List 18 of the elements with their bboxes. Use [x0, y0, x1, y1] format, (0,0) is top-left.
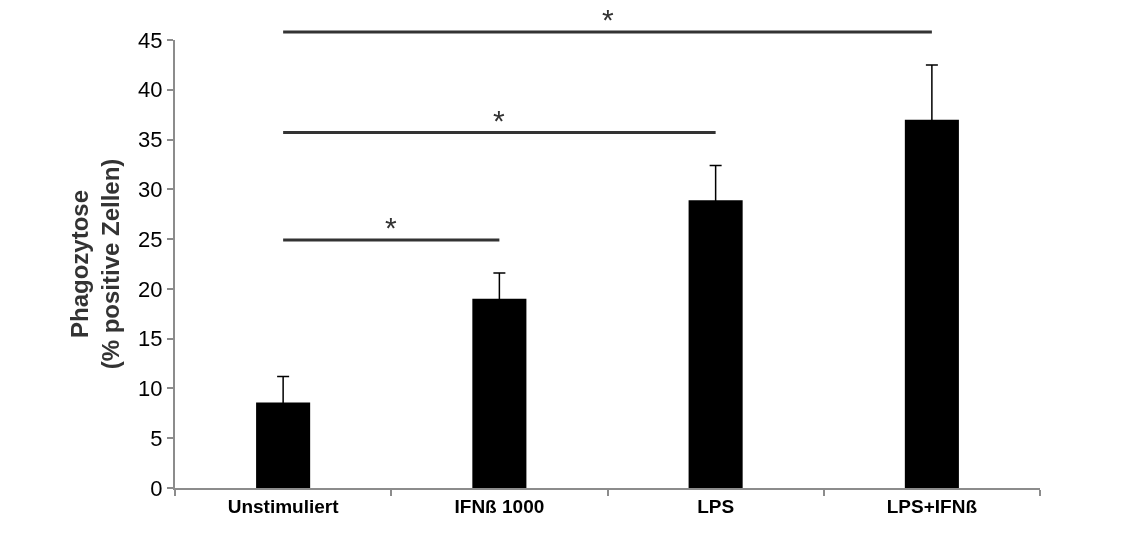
y-tick-label: 5 — [150, 425, 163, 451]
annotation: * — [385, 211, 397, 244]
y-tick-label: 20 — [138, 276, 163, 302]
annotation: * — [493, 104, 505, 137]
y-axis-title: Phagozytose (% positive Zellen) — [65, 158, 124, 370]
x-tick-label: LPS — [697, 495, 735, 517]
y-tick-label: 0 — [150, 475, 163, 501]
y-tick-label: 35 — [138, 127, 163, 153]
y-tick-label: 30 — [138, 177, 163, 203]
y-tick-label: 25 — [138, 226, 163, 252]
x-tick-label: Unstimuliert — [227, 495, 340, 517]
y-tick-label: 45 — [138, 27, 163, 53]
y-tick-label: 40 — [138, 77, 163, 103]
y-tick-label: 10 — [138, 376, 163, 402]
text: * — [602, 3, 614, 36]
y-tick-label: 15 — [138, 326, 163, 352]
x-tick-label: LPS+IFNß — [886, 495, 978, 517]
x-tick-label: IFNß 1000 — [454, 495, 545, 517]
